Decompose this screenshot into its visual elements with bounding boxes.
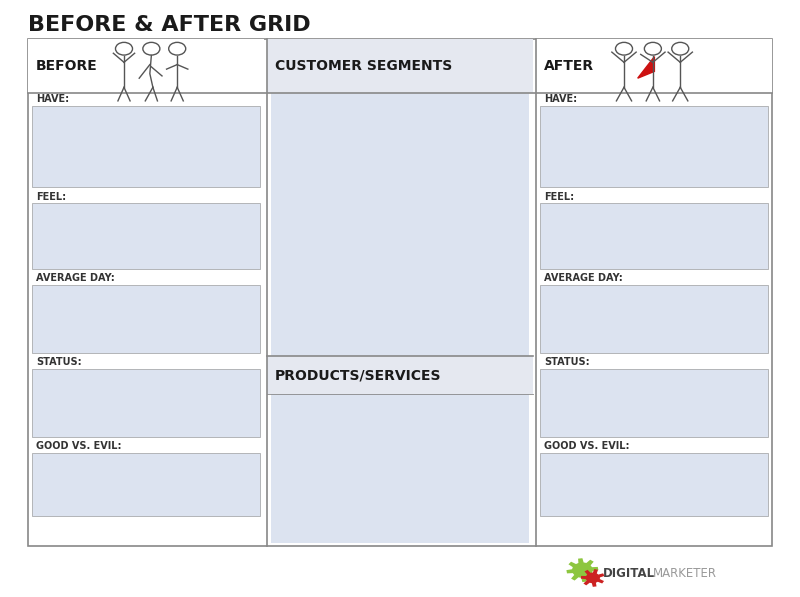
Bar [32,285,260,353]
Polygon shape [566,558,598,582]
Bar [32,203,260,269]
Bar [271,395,529,543]
Text: DIGITAL: DIGITAL [602,567,654,580]
Bar [32,369,260,436]
Bar [271,93,529,356]
Bar [32,106,260,187]
Polygon shape [638,57,654,78]
Polygon shape [581,569,605,587]
Bar [540,369,768,436]
Bar [540,203,768,269]
Text: GOOD VS. EVIL:: GOOD VS. EVIL: [544,441,630,451]
Bar [28,39,264,93]
Bar [267,356,533,395]
Bar [267,39,533,93]
Bar [540,106,768,187]
Text: GOOD VS. EVIL:: GOOD VS. EVIL: [36,441,122,451]
Text: STATUS:: STATUS: [36,357,82,367]
Text: HAVE:: HAVE: [36,94,69,104]
Text: STATUS:: STATUS: [544,357,590,367]
Text: CUSTOMER SEGMENTS: CUSTOMER SEGMENTS [275,59,453,73]
Text: FEEL:: FEEL: [544,192,574,202]
Text: MARKETER: MARKETER [653,567,717,580]
Text: PRODUCTS/SERVICES: PRODUCTS/SERVICES [275,368,442,382]
Bar [536,39,772,93]
Text: FEEL:: FEEL: [36,192,66,202]
Text: AFTER: AFTER [544,59,594,73]
Bar [540,453,768,516]
Text: AVERAGE DAY:: AVERAGE DAY: [544,273,622,284]
Bar [540,285,768,353]
Bar [28,39,772,546]
Text: AVERAGE DAY:: AVERAGE DAY: [36,273,114,284]
Text: BEFORE & AFTER GRID: BEFORE & AFTER GRID [28,15,310,35]
Text: BEFORE: BEFORE [36,59,98,73]
Bar [32,453,260,516]
Text: HAVE:: HAVE: [544,94,577,104]
